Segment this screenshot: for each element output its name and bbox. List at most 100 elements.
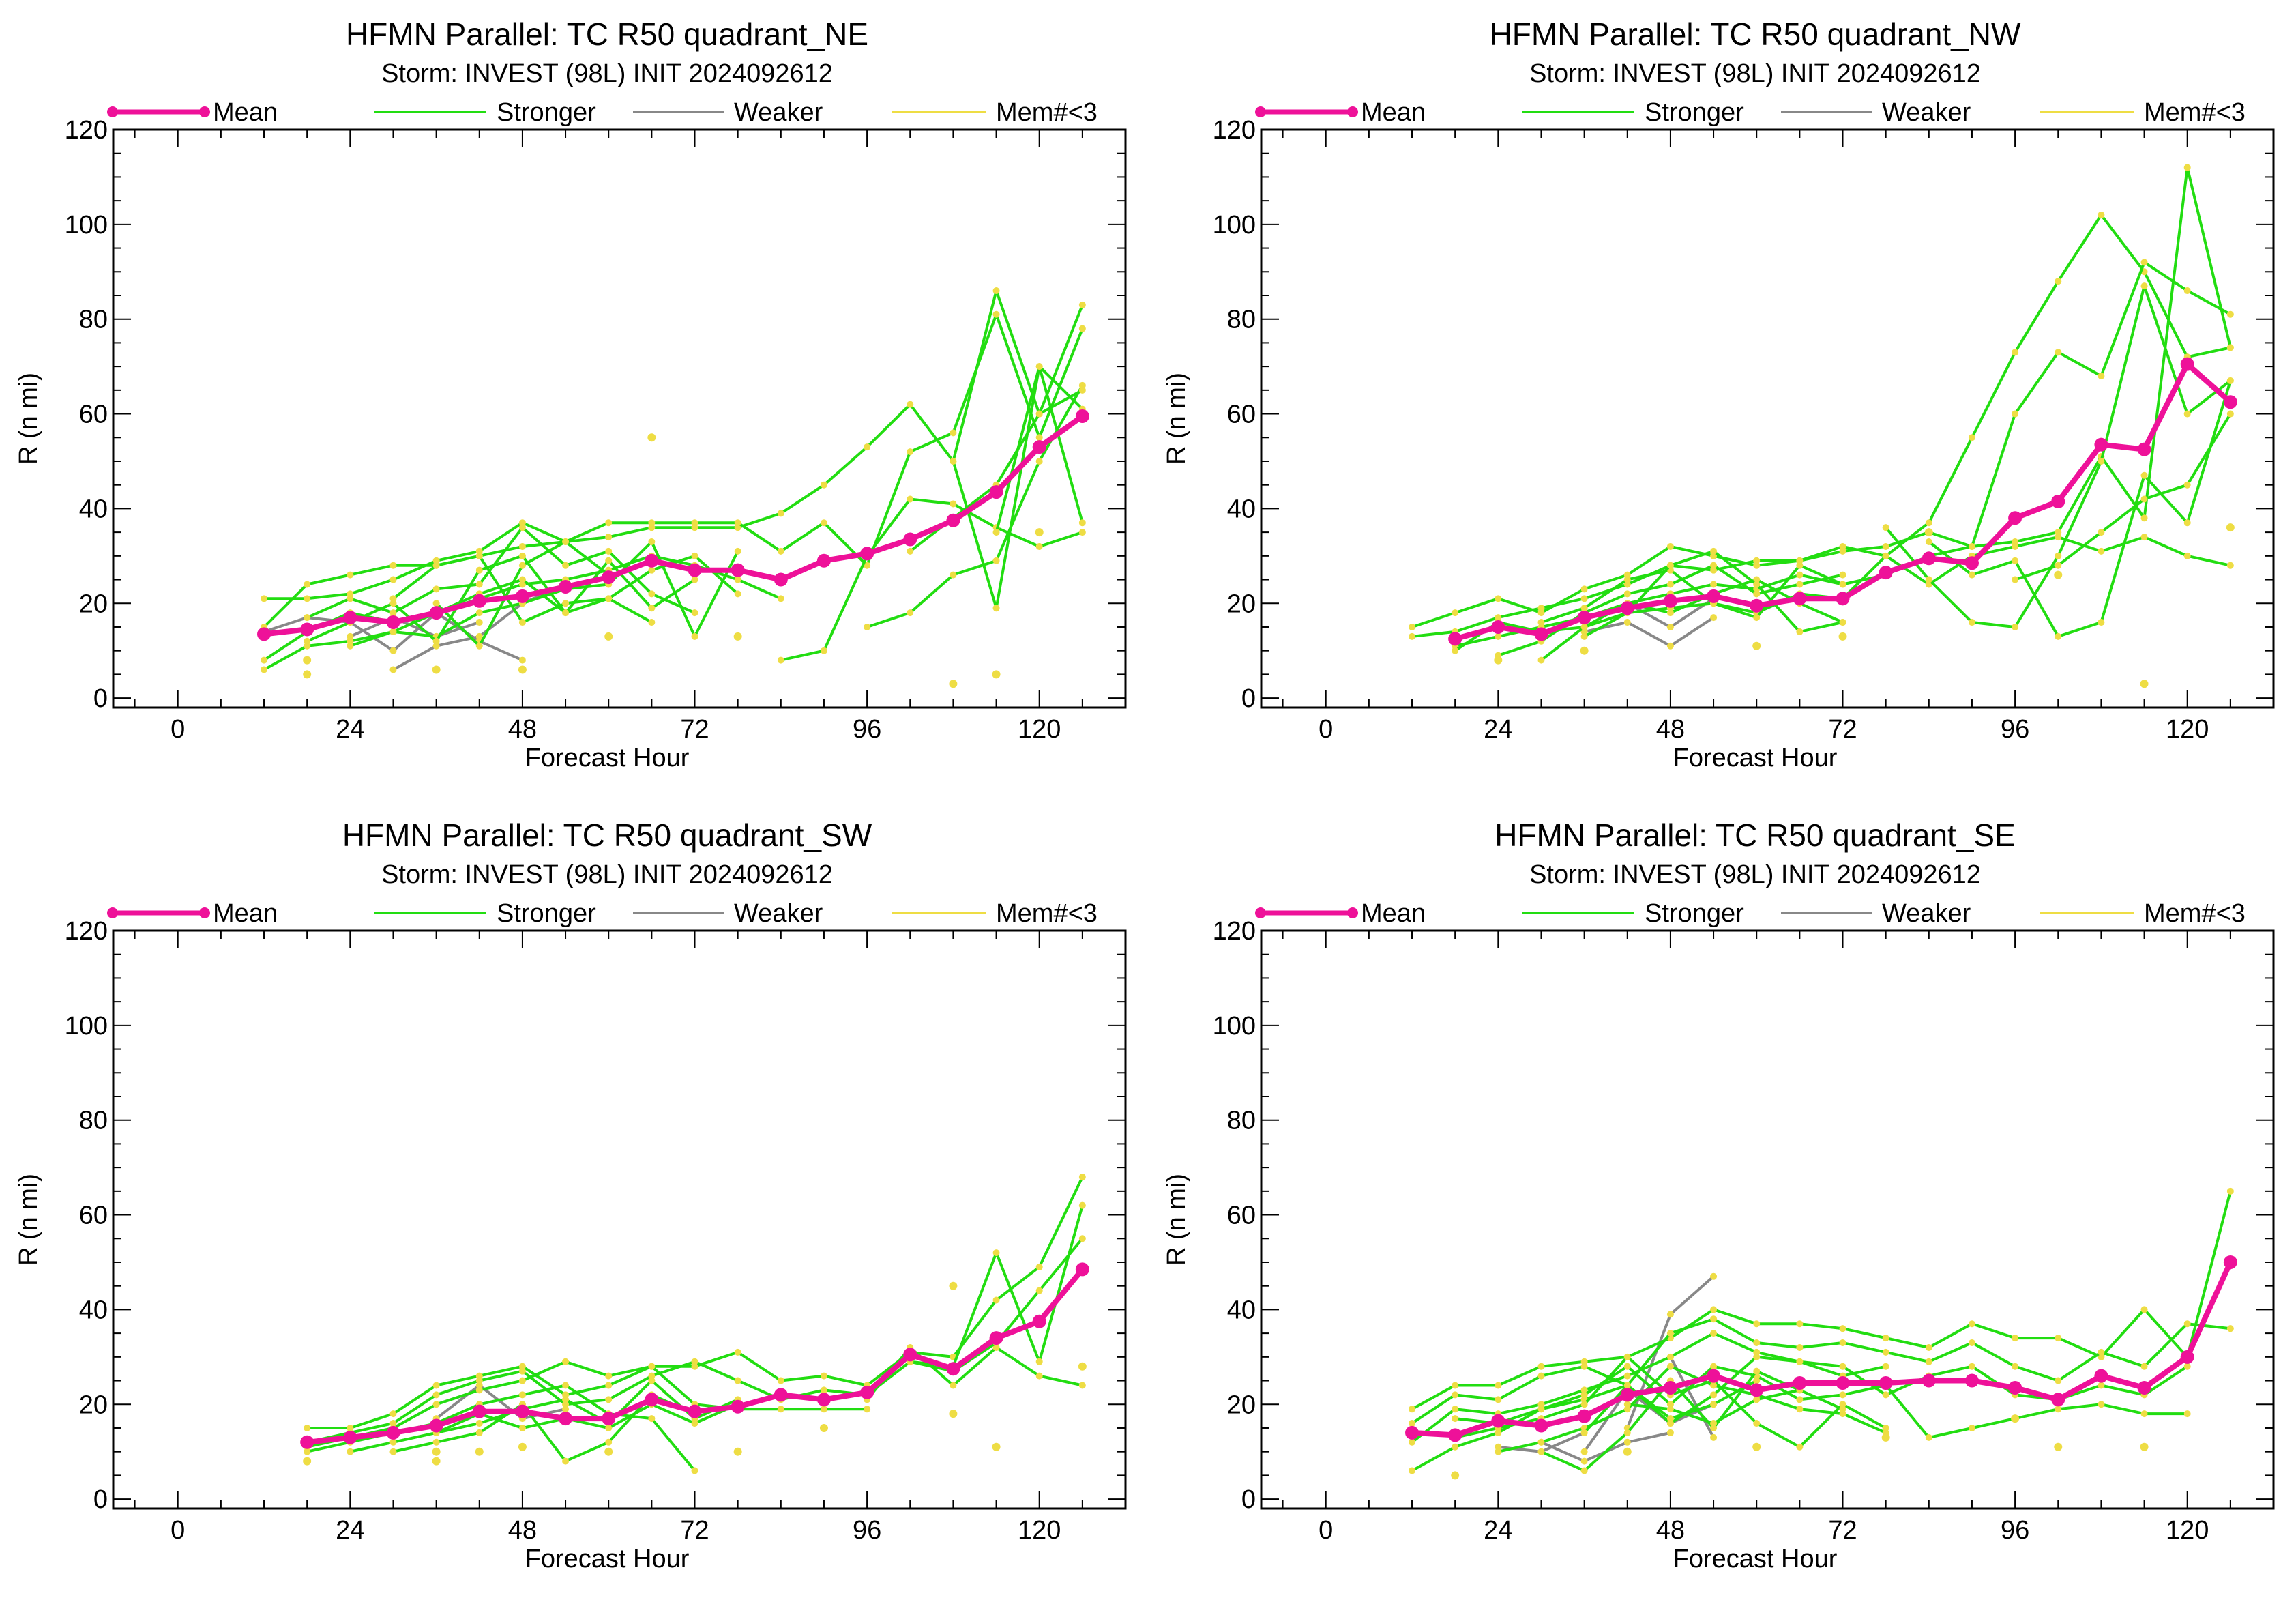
chart-title: HFMN Parallel: TC R50 quadrant_NE — [346, 16, 868, 52]
stronger-member-line-point — [518, 576, 526, 583]
legend-mean-label: Mean — [1361, 899, 1426, 928]
stronger-member-line-point — [2140, 514, 2148, 522]
weaker-member-line-point — [1666, 1429, 1674, 1436]
mean-point — [1448, 1428, 1462, 1442]
chart-title: HFMN Parallel: TC R50 quadrant_SE — [1495, 817, 2016, 853]
stronger-member-line-point — [648, 590, 656, 598]
stronger-member-line — [1411, 1191, 2232, 1410]
stronger-member-line-point — [518, 562, 526, 569]
stronger-member-line-point — [1452, 1391, 1459, 1399]
stronger-member-line-point — [1753, 1320, 1761, 1328]
mem-point — [2140, 1442, 2149, 1451]
stronger-member-line-point — [2226, 562, 2234, 569]
stronger-member-line-point — [432, 585, 440, 593]
y-tick-label: 0 — [1241, 684, 1256, 713]
mean-point — [903, 532, 917, 547]
legend-mean-marker-end — [1347, 106, 1358, 117]
stronger-member-line — [909, 1238, 1084, 1373]
stronger-member-line-point — [691, 524, 698, 531]
mean-point — [731, 563, 745, 577]
mean-point — [1879, 1376, 1893, 1390]
stronger-member-line-point — [1078, 1202, 1086, 1209]
stronger-member-line-point — [605, 534, 613, 541]
mean-point — [429, 1418, 443, 1433]
stronger-member-line-point — [1796, 557, 1804, 564]
stronger-member-line-point — [304, 1424, 311, 1431]
stronger-member-line — [307, 1176, 1084, 1429]
legend: Mean Stronger Weaker Mem#<3 — [107, 899, 1098, 928]
stronger-member-line — [2014, 413, 2232, 581]
stronger-member-line-point — [1710, 562, 1718, 569]
legend-weaker-label: Weaker — [1882, 98, 1971, 127]
y-tick-label: 80 — [79, 1107, 108, 1135]
y-tick-label: 120 — [1213, 116, 1256, 145]
mean-point — [1577, 611, 1591, 625]
stronger-member-line-point — [1666, 1406, 1674, 1413]
stronger-member-line-point — [518, 1363, 526, 1370]
stronger-member-line-point — [1495, 1429, 1502, 1436]
stronger-member-line-point — [1882, 1424, 1889, 1431]
plot-frame — [112, 128, 1127, 709]
stronger-member-line-point — [2183, 552, 2191, 559]
chart-subtitle: Storm: INVEST (98L) INIT 2024092612 — [381, 59, 833, 88]
legend-stronger-label: Stronger — [1645, 98, 1744, 127]
panel-nw: HFMN Parallel: TC R50 quadrant_NW Storm: … — [1162, 16, 2275, 772]
mean-point — [1620, 601, 1634, 615]
stronger-member-line — [1411, 261, 2231, 638]
stronger-member-line-point — [1452, 1382, 1459, 1389]
y-tick-label: 60 — [79, 400, 108, 429]
mean-point — [1534, 627, 1548, 641]
mean-point — [1405, 1425, 1419, 1440]
stronger-member-line-point — [1666, 1401, 1674, 1408]
stronger-member-line-point — [1753, 576, 1761, 583]
stronger-member-line-point — [1537, 609, 1545, 617]
stronger-member-line-point — [1452, 1406, 1459, 1413]
stronger-member-line-point — [1035, 1372, 1043, 1380]
legend-mean-label: Mean — [1361, 98, 1426, 127]
mean-point — [1750, 1383, 1764, 1397]
weaker-member-line-point — [1710, 1272, 1718, 1280]
stronger-member-line-point — [2012, 538, 2019, 546]
stronger-member-line-point — [475, 1372, 483, 1380]
mean-point — [1075, 1262, 1089, 1277]
y-tick-label: 40 — [79, 1296, 108, 1324]
stronger-member-line-point — [734, 576, 741, 583]
stronger-member-line-point — [864, 623, 871, 630]
mean-point — [300, 622, 314, 637]
stronger-member-line-point — [1710, 1391, 1718, 1399]
weaker-member-line-point — [562, 1406, 570, 1413]
x-tick-label: 96 — [853, 1516, 881, 1545]
stronger-member-line-point — [2183, 410, 2191, 418]
stronger-member-line-point — [1623, 571, 1631, 579]
stronger-member-line-point — [907, 448, 914, 456]
stronger-member-line-point — [1882, 1348, 1889, 1356]
mem-point — [1451, 1471, 1460, 1480]
stronger-member-line-point — [1968, 1424, 1975, 1431]
mean-point — [2137, 442, 2151, 456]
weaker-member-line-point — [389, 666, 397, 673]
x-tick-label: 96 — [2001, 1516, 2029, 1545]
stronger-member-line-point — [261, 666, 268, 673]
mean-point — [1448, 632, 1462, 646]
stronger-member-line-point — [1666, 1353, 1674, 1360]
stronger-member-line — [264, 312, 1084, 600]
stronger-member-line-point — [1537, 1406, 1545, 1413]
mem-point — [992, 670, 1001, 679]
mean-point — [2094, 1369, 2108, 1383]
stronger-member-line-point — [2098, 211, 2105, 218]
stronger-member-line-point — [777, 510, 784, 517]
mem-point — [1078, 1362, 1087, 1371]
stronger-member-line-point — [1882, 1335, 1889, 1342]
stronger-member-line-point — [2183, 164, 2191, 171]
stronger-member-line-point — [2226, 344, 2234, 351]
stronger-member-line-point — [648, 1415, 656, 1423]
stronger-member-line-point — [734, 1348, 741, 1356]
stronger-member-line-point — [1753, 590, 1761, 598]
stronger-member-line-point — [605, 1424, 613, 1431]
stronger-member-line-point — [777, 547, 784, 555]
stronger-member-line-point — [907, 609, 914, 617]
stronger-member-line-point — [475, 1420, 483, 1427]
y-tick-label: 20 — [1227, 1390, 1256, 1419]
y-tick-label: 20 — [79, 589, 108, 618]
y-axis-label: R (n mi) — [1162, 1174, 1191, 1266]
